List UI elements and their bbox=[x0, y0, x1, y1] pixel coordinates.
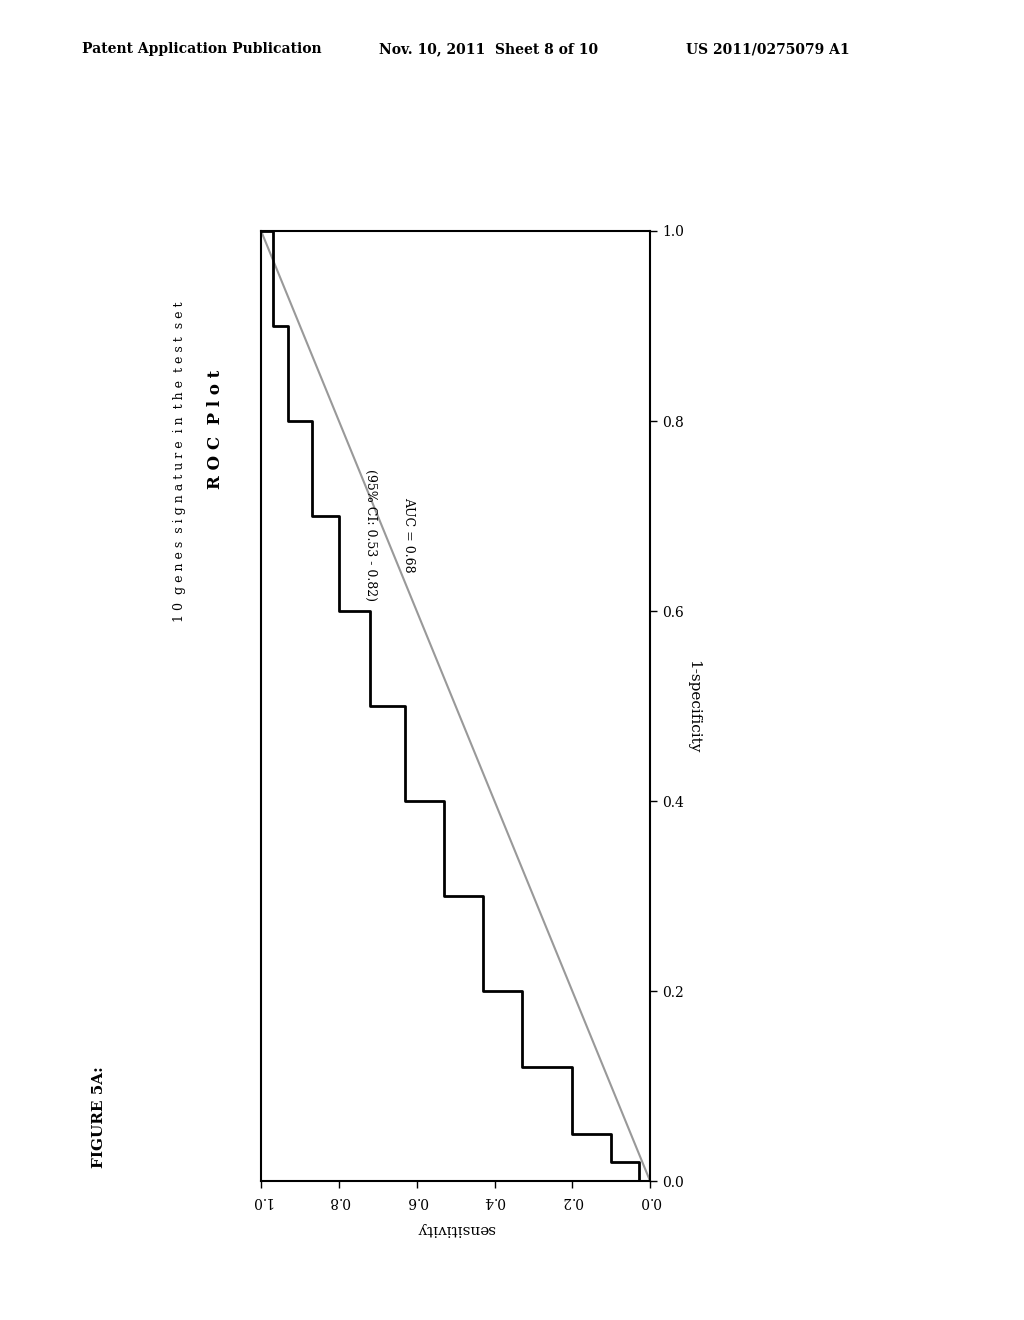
Text: FIGURE 5A:: FIGURE 5A: bbox=[92, 1067, 106, 1168]
Text: Nov. 10, 2011  Sheet 8 of 10: Nov. 10, 2011 Sheet 8 of 10 bbox=[379, 42, 598, 57]
Text: Patent Application Publication: Patent Application Publication bbox=[82, 42, 322, 57]
Y-axis label: 1-specificity: 1-specificity bbox=[686, 660, 700, 752]
Text: AUC = 0.68: AUC = 0.68 bbox=[402, 498, 416, 573]
Text: R O C  P l o t: R O C P l o t bbox=[207, 370, 223, 488]
Text: US 2011/0275079 A1: US 2011/0275079 A1 bbox=[686, 42, 850, 57]
Text: (95% CI: 0.53 - 0.82): (95% CI: 0.53 - 0.82) bbox=[364, 469, 377, 601]
X-axis label: sensitivity: sensitivity bbox=[417, 1222, 495, 1236]
Text: 1 0  g e n e s  s i g n a t u r e  i n  t h e  t e s t  s e t: 1 0 g e n e s s i g n a t u r e i n t h … bbox=[173, 302, 185, 622]
